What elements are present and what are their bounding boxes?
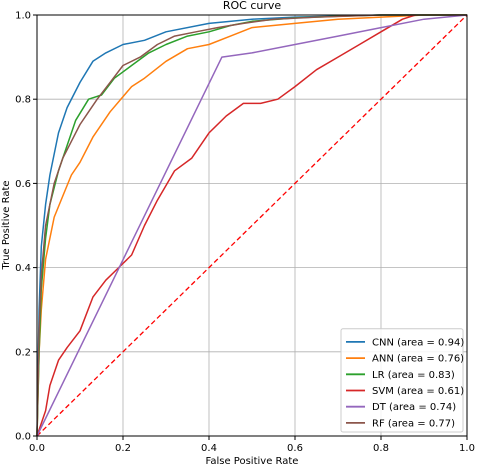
- series-group: [36, 14, 468, 437]
- x-tick-label: 0.0: [29, 443, 45, 454]
- diagonal-line: [36, 14, 468, 437]
- x-axis-title: False Positive Rate: [206, 456, 299, 466]
- y-tick-label: 0.2: [15, 347, 31, 358]
- series-line-4: [36, 14, 468, 437]
- y-tick-label: 0.0: [15, 432, 31, 443]
- x-tick-label: 1.0: [459, 443, 475, 454]
- series-line-1: [36, 14, 467, 437]
- legend: CNN (area = 0.94) ANN (area = 0.76) LR (ar…: [340, 328, 464, 433]
- x-tick-label: 0.2: [115, 443, 131, 454]
- x-tick-label: 0.8: [373, 443, 389, 454]
- x-tick-label: 0.6: [287, 443, 303, 454]
- y-tick-label: 0.4: [15, 263, 31, 274]
- legend-box: [340, 328, 464, 433]
- series-line-5: [36, 14, 467, 437]
- y-tick-label: 1.0: [15, 11, 31, 22]
- chart-title: ROC curve: [223, 0, 282, 12]
- legend-label: LR (area = 0.83): [372, 370, 455, 381]
- ticks-group: 0.0 0.2 0.4 0.6 0.8 1.0 0.0 0.2 0.4 0.6 0.8 1.0: [15, 11, 475, 455]
- legend-label: SVM (area = 0.61): [372, 386, 464, 397]
- series-line-3: [36, 14, 416, 437]
- y-tick-label: 0.8: [15, 95, 31, 106]
- series-line-0: [36, 14, 467, 437]
- plot-frame: [36, 14, 468, 437]
- legend-label: RF (area = 0.77): [372, 418, 455, 429]
- x-tick-label: 0.4: [201, 443, 217, 454]
- y-tick-label: 0.6: [15, 179, 31, 190]
- y-axis-title: True Positive Rate: [1, 180, 12, 270]
- legend-label: ANN (area = 0.76): [372, 354, 464, 365]
- legend-label: CNN (area = 0.94): [372, 337, 464, 348]
- legend-label: DT (area = 0.74): [372, 402, 456, 413]
